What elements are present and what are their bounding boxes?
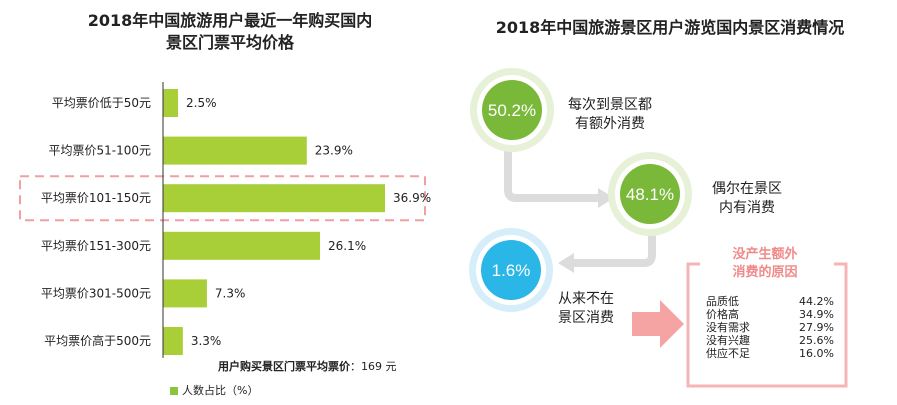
bar-chart-title-line2: 景区门票平均价格	[165, 33, 294, 52]
bubble2-caption: 偶尔在景区 内有消费	[700, 180, 794, 218]
bar-chart-title: 2018年中国旅游用户最近一年购买国内 景区门票平均价格	[20, 10, 440, 54]
value-label: 26.1%	[328, 239, 366, 253]
bubble2-value: 48.1%	[626, 185, 674, 204]
bar	[163, 231, 321, 260]
bubble1-core	[482, 80, 542, 140]
value-label: 3.3%	[191, 334, 222, 348]
value-label: 2.5%	[186, 96, 217, 110]
category-label: 平均票价51-100元	[48, 144, 151, 158]
reason-label: 品质低	[706, 295, 739, 308]
ticket-price-bar-chart: 平均票价低于50元 2.5% 平均票价51-100元 23.9% 平均票价101-150…	[19, 82, 431, 358]
highlight-box	[19, 175, 426, 222]
bar	[163, 327, 183, 355]
pink-pointer-arrow	[632, 300, 684, 348]
reason-row: 没有兴趣 25.6%	[706, 334, 834, 347]
consumption-title: 2018年中国旅游景区用户游览国内景区消费情况	[495, 18, 845, 37]
category-label: 平均票价低于50元	[52, 96, 151, 110]
bar	[163, 279, 207, 308]
average-price-value: ：169 元	[350, 360, 397, 373]
reason-value: 27.9%	[799, 321, 834, 334]
bubble3-caption: 从来不在 景区消费	[558, 290, 632, 328]
value-label: 23.9%	[315, 144, 353, 158]
reason-row: 品质低 44.2%	[706, 295, 834, 308]
bubble2-caption-line2: 内有消费	[719, 200, 775, 216]
legend-label: 人数占比（%）	[182, 384, 259, 397]
reason-row: 供应不足 16.0%	[706, 347, 834, 360]
bubble1-value: 50.2%	[488, 101, 536, 120]
value-label: 7.3%	[215, 286, 246, 300]
connector-arrow-2	[572, 232, 656, 267]
average-price-note: 用户购买景区门票平均票价：169 元	[218, 358, 397, 374]
reasons-box-frame	[686, 262, 848, 388]
reason-value: 44.2%	[799, 295, 834, 308]
bubble3-caption-line1: 从来不在	[558, 291, 614, 307]
bar-chart-title-line1: 2018年中国旅游用户最近一年购买国内	[87, 11, 373, 30]
reasons-title-line2: 消费的原因	[732, 265, 798, 280]
reason-label: 价格高	[706, 308, 739, 321]
bubble1-caption-line2: 有额外消费	[575, 116, 645, 132]
connector-arrowhead-2	[558, 253, 574, 273]
category-label: 平均票价151-300元	[41, 239, 151, 253]
category-label: 平均票价301-500元	[41, 286, 151, 300]
reason-label: 没有需求	[706, 321, 750, 334]
category-label: 平均票价高于500元	[44, 333, 151, 348]
bar	[163, 89, 179, 117]
legend-swatch-icon	[170, 387, 178, 395]
connector-arrow-1	[504, 150, 600, 202]
bubble2-caption-line1: 偶尔在景区	[712, 181, 782, 197]
bar	[163, 136, 307, 165]
bubble3-core	[481, 240, 541, 300]
reason-value: 34.9%	[799, 308, 834, 321]
bubble3-caption-line2: 景区消费	[558, 310, 614, 326]
bubble3-value: 1.6%	[492, 261, 531, 280]
reason-row: 没有需求 27.9%	[706, 321, 834, 334]
chart-legend: 人数占比（%）	[170, 382, 258, 398]
bar	[163, 184, 385, 213]
category-label: 平均票价101-150元	[41, 191, 151, 205]
reason-value: 16.0%	[799, 347, 834, 360]
reasons-title: 没产生额外 消费的原因	[700, 246, 830, 282]
value-label: 36.9%	[393, 191, 431, 205]
reason-row: 价格高 34.9%	[706, 308, 834, 321]
reasons-list: 品质低 44.2% 价格高 34.9% 没有需求 27.9% 没有兴趣 25.6% 供应…	[706, 295, 834, 360]
reason-label: 供应不足	[706, 347, 750, 360]
connector-arrowhead-1	[598, 188, 614, 208]
reason-label: 没有兴趣	[706, 334, 750, 347]
average-price-label: 用户购买景区门票平均票价	[218, 360, 350, 373]
reason-value: 25.6%	[799, 334, 834, 347]
bubble2-core	[620, 164, 680, 224]
reasons-title-line1: 没产生额外	[732, 247, 798, 262]
bubble1-caption-line1: 每次到景区都	[568, 97, 652, 113]
bubble1-caption: 每次到景区都 有额外消费	[560, 96, 660, 134]
